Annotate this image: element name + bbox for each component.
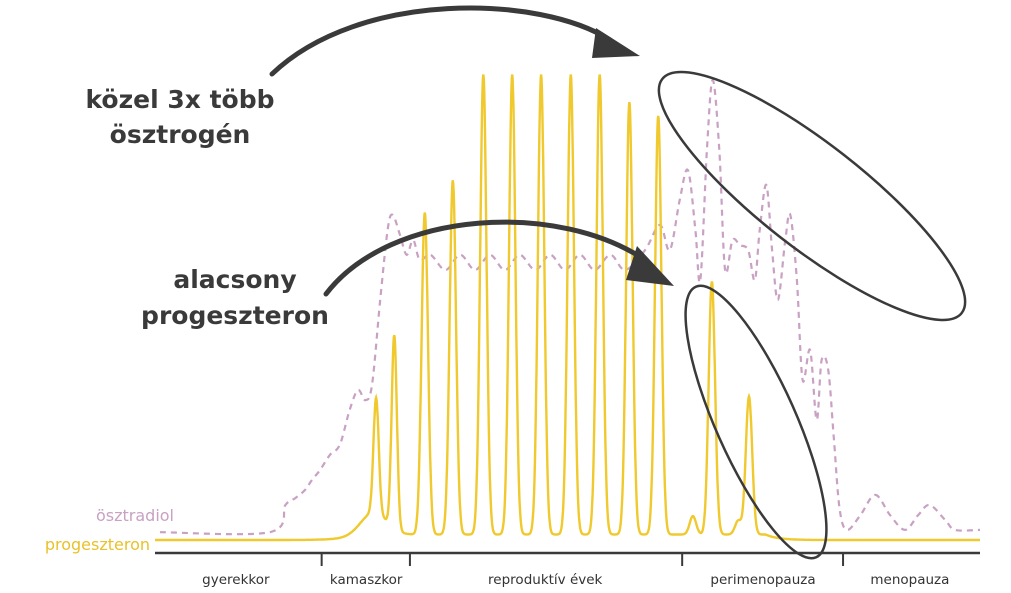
series-line-estradiol xyxy=(159,78,981,536)
annotation-estrogen-line1: közel 3x több xyxy=(85,85,274,114)
arrow-progesterone xyxy=(323,219,651,297)
annotation-progesterone-line2: progeszteron xyxy=(141,301,329,330)
phase-labels: gyerekkor kamaszkor reproduktív évek perime… xyxy=(202,572,949,588)
phase-label: reproduktív évek xyxy=(488,572,603,588)
phase-label: gyerekkor xyxy=(202,572,270,588)
series-layer xyxy=(155,74,981,542)
series-line-progesterone xyxy=(155,74,980,542)
legend-label-progesterone: progeszteron xyxy=(45,535,150,554)
arrow-estrogen xyxy=(269,5,613,77)
annotation-progesterone-line1: alacsony xyxy=(173,265,296,294)
annotation-estrogen-line2: ösztrogén xyxy=(110,120,251,149)
legend-label-estradiol: ösztradiol xyxy=(96,506,174,525)
arrowhead-progesterone-icon xyxy=(626,246,674,286)
phase-label: perimenopauza xyxy=(710,572,815,588)
highlight-ellipse-estradiol xyxy=(657,70,967,322)
arrowhead-estrogen-icon xyxy=(592,28,640,58)
phase-label: kamaszkor xyxy=(330,572,403,588)
highlight-ellipse-progesterone xyxy=(684,284,828,560)
phase-ticks xyxy=(320,553,845,566)
phase-label: menopauza xyxy=(870,572,949,588)
